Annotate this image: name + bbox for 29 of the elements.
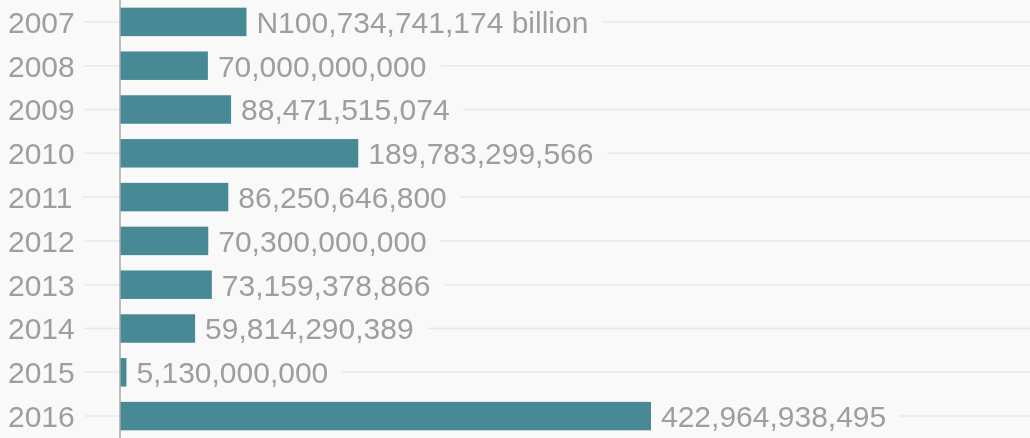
data-label: 422,964,938,495 <box>661 399 887 433</box>
bar <box>120 401 651 431</box>
data-label: 88,471,515,074 <box>241 93 450 127</box>
y-tick-label: 2013 <box>8 268 75 302</box>
bar <box>120 7 247 37</box>
data-label: 86,250,646,800 <box>238 180 447 214</box>
bar <box>120 95 232 124</box>
data-label: 189,783,299,566 <box>368 137 594 171</box>
bar <box>120 182 229 212</box>
y-tick-label: 2016 <box>8 399 75 433</box>
y-tick-label: 2014 <box>8 312 75 346</box>
data-label: 73,159,378,866 <box>221 268 431 302</box>
bar <box>120 270 212 299</box>
y-tick-label: 2015 <box>8 356 75 390</box>
bar <box>120 226 209 256</box>
data-label: 59,814,290,389 <box>205 312 414 346</box>
y-tick-label: 2011 <box>8 180 73 214</box>
y-tick-label: 2007 <box>8 5 75 39</box>
bar <box>120 314 196 343</box>
data-label: N100,734,741,174 billion <box>256 5 589 39</box>
data-label: 5,130,000,000 <box>136 356 329 390</box>
bar <box>120 139 359 168</box>
data-label: 70,300,000,000 <box>218 224 427 258</box>
y-tick-label: 2008 <box>8 49 75 83</box>
y-tick-label: 2010 <box>8 137 75 171</box>
data-label: 70,000,000,000 <box>217 49 427 83</box>
y-tick-label: 2012 <box>8 224 75 258</box>
y-tick-label: 2009 <box>8 93 75 127</box>
bar <box>120 51 208 80</box>
